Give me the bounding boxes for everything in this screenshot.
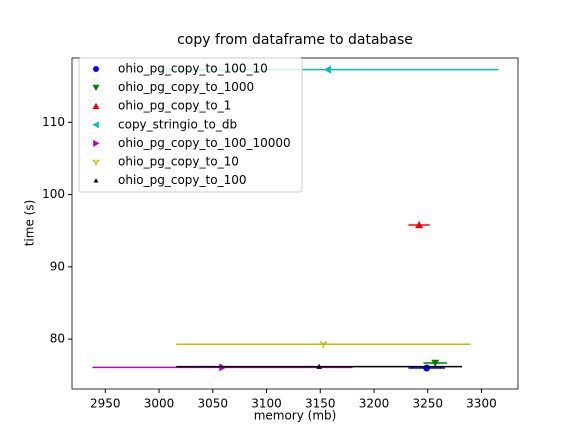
- marker: [93, 178, 99, 183]
- marker: [323, 65, 331, 74]
- marker: [316, 363, 322, 369]
- x-tick-label: 3050: [198, 397, 229, 411]
- marker: [92, 84, 100, 92]
- legend-label: ohio_pg_copy_to_100_10000: [118, 136, 291, 150]
- marker: [423, 364, 431, 372]
- marker: [92, 102, 100, 109]
- x-tick-label: 3000: [144, 397, 175, 411]
- marker: [93, 66, 99, 72]
- x-tick-label: 3250: [412, 397, 443, 411]
- y-tick-label: 110: [42, 115, 65, 129]
- marker: [415, 220, 424, 229]
- chart-title: copy from dataframe to database: [177, 32, 413, 48]
- marker: [92, 159, 100, 166]
- legend-label: copy_stringio_to_db: [118, 117, 237, 131]
- legend-label: ohio_pg_copy_to_100: [118, 173, 246, 187]
- marker: [431, 359, 440, 367]
- x-tick-label: 3200: [359, 397, 390, 411]
- legend-label: ohio_pg_copy_to_100_10: [118, 62, 268, 76]
- legend-label: ohio_pg_copy_to_1: [118, 99, 231, 113]
- y-tick-label: 80: [50, 332, 65, 346]
- legend-label: ohio_pg_copy_to_1000: [118, 80, 254, 94]
- legend-label: ohio_pg_copy_to_10: [118, 155, 239, 169]
- x-tick-label: 3300: [466, 397, 497, 411]
- y-axis-label: time (s): [23, 200, 37, 247]
- marker: [319, 341, 328, 349]
- y-tick-label: 100: [42, 187, 65, 201]
- legend-box: [78, 57, 303, 193]
- y-tick-label: 90: [50, 259, 65, 273]
- marker: [93, 139, 100, 147]
- x-tick-label: 3100: [251, 397, 282, 411]
- x-tick-label: 2950: [90, 397, 121, 411]
- x-tick-label: 3150: [305, 397, 336, 411]
- marker: [92, 121, 99, 129]
- x-axis-label: memory (mb): [254, 409, 337, 423]
